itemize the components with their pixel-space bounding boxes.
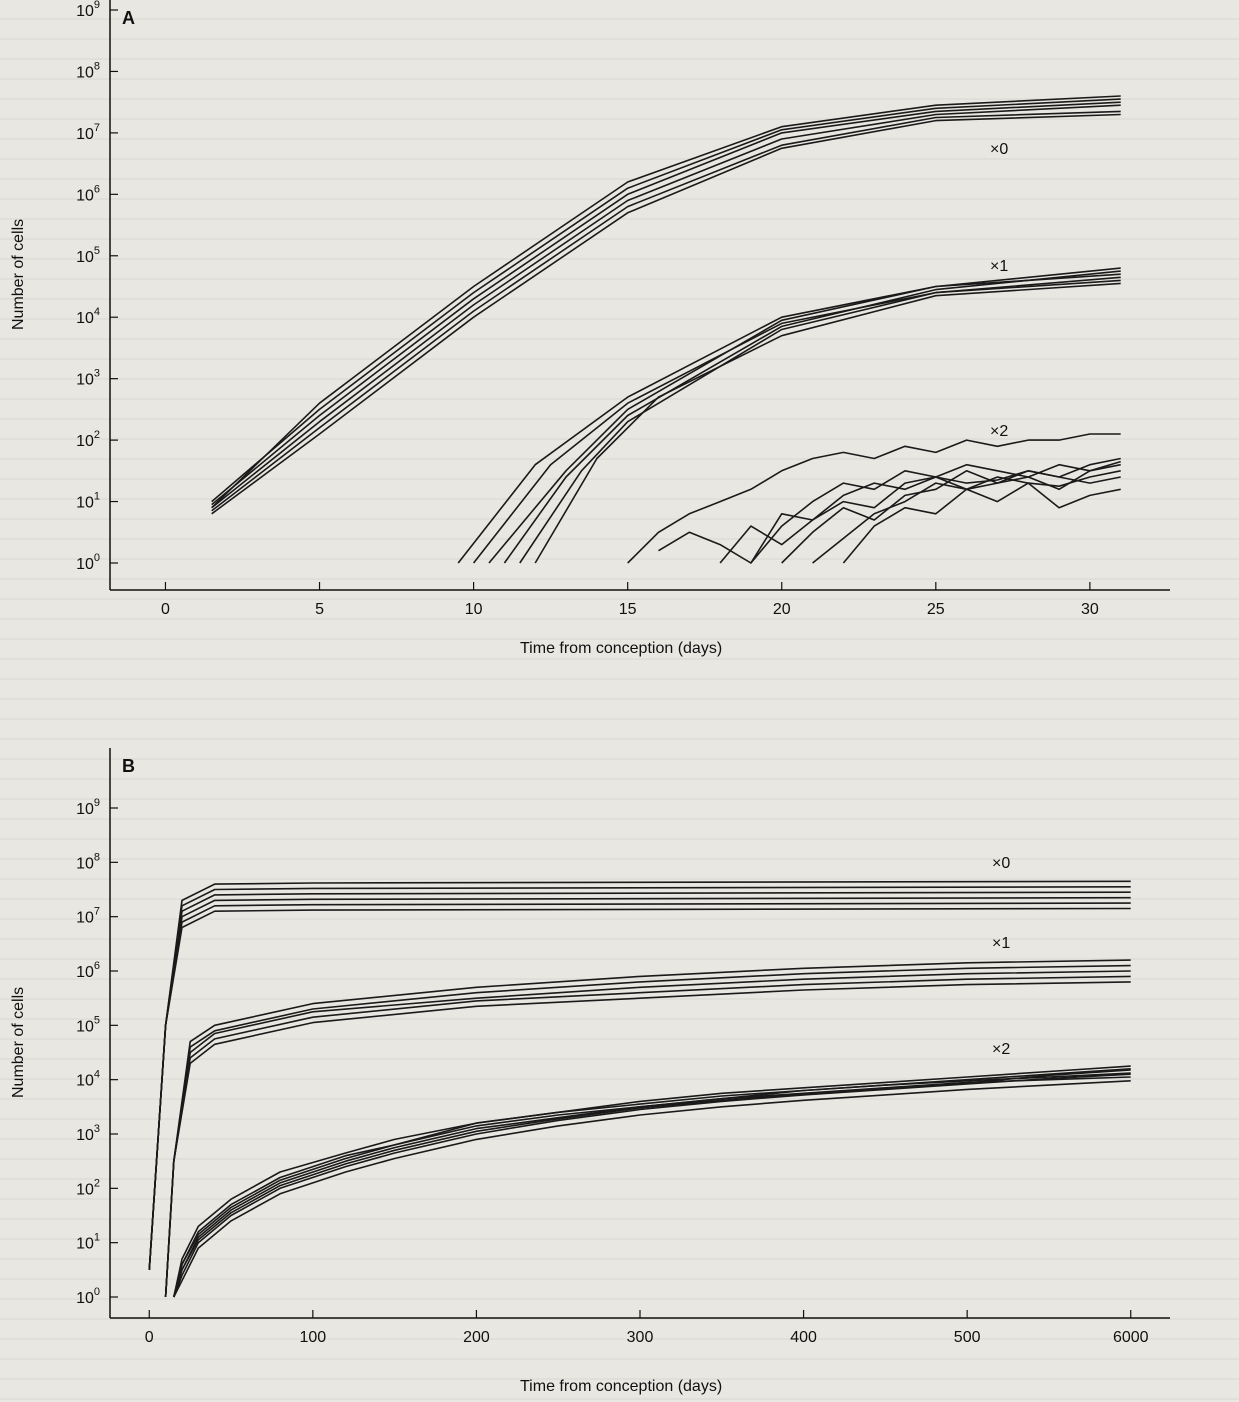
series-line-x1 bbox=[519, 279, 1121, 564]
y-tick-label: 109 bbox=[76, 0, 100, 20]
chart-a: 100 101 102 103 104 105 106 107 108 109 0 5 10 15 20 25… bbox=[76, 0, 1170, 618]
series-line-x1 bbox=[472, 276, 1121, 564]
series-line-x0 bbox=[211, 104, 1121, 509]
y-tick-label: 104 bbox=[76, 1069, 100, 1090]
y-tick-label: 100 bbox=[76, 552, 100, 573]
y-tick-label: 104 bbox=[76, 306, 100, 327]
series-line-x2 bbox=[173, 1069, 1131, 1298]
y-tick-label: 107 bbox=[76, 122, 100, 143]
x-tick-label: 0 bbox=[161, 601, 170, 618]
group-label: ×2 bbox=[990, 423, 1008, 440]
y-tick-label: 105 bbox=[76, 1014, 100, 1035]
y-tick-label: 103 bbox=[76, 1123, 100, 1144]
series-line-x2 bbox=[842, 470, 1121, 564]
y-tick-label: 109 bbox=[76, 797, 100, 818]
x-axis-label-a: Time from conception (days) bbox=[520, 640, 723, 657]
y-tick-label: 105 bbox=[76, 245, 100, 266]
group-label: ×1 bbox=[990, 258, 1008, 275]
series-line-x0 bbox=[148, 907, 1131, 1270]
panel-letter-a: A bbox=[122, 8, 135, 28]
x-tick-label: 200 bbox=[463, 1329, 490, 1346]
x-axis-label-b: Time from conception (days) bbox=[520, 1378, 723, 1395]
series-line-x1 bbox=[503, 270, 1121, 564]
series-line-x0 bbox=[148, 896, 1131, 1270]
series-line-x2 bbox=[781, 463, 1121, 564]
series-line-x2 bbox=[658, 460, 1121, 564]
x-tick-label: 300 bbox=[627, 1329, 654, 1346]
x-tick-label: 30 bbox=[1081, 601, 1099, 618]
series-line-x0 bbox=[211, 95, 1121, 509]
group-label: ×0 bbox=[992, 855, 1010, 872]
series-line-x0 bbox=[211, 98, 1121, 503]
series-line-x0 bbox=[211, 113, 1121, 515]
panel-letter-b: B bbox=[122, 756, 135, 776]
series-line-x2 bbox=[750, 470, 1121, 564]
series-line-x1 bbox=[457, 273, 1121, 564]
series-line-x1 bbox=[488, 267, 1121, 564]
series-line-x1 bbox=[164, 964, 1131, 1298]
x-tick-label: 400 bbox=[790, 1329, 817, 1346]
series-line-x1 bbox=[164, 959, 1131, 1298]
x-tick-label: 10 bbox=[465, 601, 483, 618]
series-line-x2 bbox=[812, 482, 1121, 564]
y-tick-label: 103 bbox=[76, 368, 100, 389]
series-line-x0 bbox=[211, 110, 1121, 512]
x-tick-label: 20 bbox=[773, 601, 791, 618]
group-label: ×2 bbox=[992, 1041, 1010, 1058]
x-tick-label: 25 bbox=[927, 601, 945, 618]
series-line-x2 bbox=[173, 1073, 1131, 1298]
y-tick-label: 102 bbox=[76, 1177, 100, 1198]
group-label: ×0 bbox=[990, 141, 1008, 158]
y-tick-label: 108 bbox=[76, 851, 100, 872]
y-tick-label: 101 bbox=[76, 1232, 100, 1253]
group-label: ×1 bbox=[992, 935, 1010, 952]
x-tick-label: 500 bbox=[954, 1329, 981, 1346]
y-tick-label: 107 bbox=[76, 906, 100, 927]
series-line-x2 bbox=[627, 433, 1121, 564]
panel-a: A Number of cells Time from conception (… bbox=[0, 0, 1239, 700]
series-line-x2 bbox=[173, 1080, 1131, 1298]
x-tick-label: 100 bbox=[299, 1329, 326, 1346]
series-line-x1 bbox=[164, 975, 1131, 1298]
y-tick-label: 102 bbox=[76, 429, 100, 450]
x-tick-label: 5 bbox=[315, 601, 324, 618]
series-line-x0 bbox=[148, 902, 1131, 1270]
series-line-x1 bbox=[164, 970, 1131, 1298]
series-line-x2 bbox=[173, 1076, 1131, 1298]
panel-b: B Number of cells Time from conception (… bbox=[0, 748, 1239, 1402]
x-tick-label: 0 bbox=[145, 1329, 154, 1346]
chart-b: 100 101 102 103 104 105 106 107 108 109 0 100 200 300… bbox=[76, 748, 1170, 1346]
y-tick-label: 108 bbox=[76, 60, 100, 81]
series-line-x2 bbox=[173, 1072, 1131, 1298]
series-line-x1 bbox=[534, 282, 1121, 564]
series-line-x1 bbox=[164, 981, 1131, 1298]
x-tick-label: 6000 bbox=[1113, 1329, 1149, 1346]
series-line-x0 bbox=[211, 101, 1121, 506]
y-tick-label: 106 bbox=[76, 183, 100, 204]
x-tick-label: 15 bbox=[619, 601, 637, 618]
y-tick-label: 101 bbox=[76, 491, 100, 512]
y-tick-label: 106 bbox=[76, 960, 100, 981]
y-tick-label: 100 bbox=[76, 1286, 100, 1307]
